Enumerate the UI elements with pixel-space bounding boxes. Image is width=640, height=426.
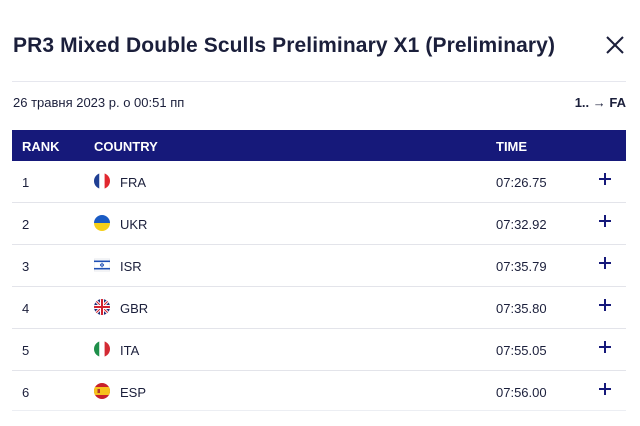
table-row[interactable]: 1 FRA 07:26.75 [12, 161, 626, 203]
time-cell: 07:55.05 [496, 343, 547, 358]
country-code: UKR [120, 217, 148, 232]
table-row[interactable]: 3 ISR 07:35.79 [12, 245, 626, 287]
results-panel: PR3 Mixed Double Sculls Preliminary X1 (… [12, 0, 626, 426]
ukraine-flag-icon [94, 215, 110, 231]
column-header-country: COUNTRY [94, 139, 158, 154]
italy-flag-icon [94, 341, 110, 357]
plus-icon[interactable] [598, 340, 612, 354]
country-code: ISR [120, 259, 142, 274]
time-cell: 07:26.75 [496, 175, 547, 190]
time-cell: 07:35.79 [496, 259, 547, 274]
rank-cell: 1 [22, 175, 30, 190]
country-code: ITA [120, 343, 140, 358]
table-row[interactable]: 2 UKR 07:32.92 [12, 203, 626, 245]
column-header-time: TIME [496, 139, 528, 154]
plus-icon[interactable] [598, 382, 612, 396]
table-header: RANK COUNTRY TIME [12, 130, 626, 161]
plus-icon[interactable] [598, 256, 612, 270]
race-date: 26 травня 2023 р. о 00:51 пп [13, 95, 185, 110]
israel-flag-icon [94, 257, 110, 273]
results-table: RANK COUNTRY TIME 1 FRA 07:26.75 2 [12, 130, 626, 412]
meta-row: 26 травня 2023 р. о 00:51 пп 1.. → FA [12, 92, 626, 114]
plus-icon[interactable] [598, 214, 612, 228]
time-cell: 07:35.80 [496, 301, 547, 316]
rank-cell: 4 [22, 301, 30, 316]
divider [12, 81, 626, 82]
spain-flag-icon [94, 383, 110, 399]
time-cell: 07:56.00 [496, 385, 547, 400]
rank-cell: 2 [22, 217, 30, 232]
plus-icon[interactable] [598, 298, 612, 312]
column-header-rank: RANK [22, 139, 60, 154]
uk-flag-icon [94, 299, 110, 315]
rank-cell: 5 [22, 343, 30, 358]
plus-icon[interactable] [598, 172, 612, 186]
country-code: FRA [120, 175, 146, 190]
title-row: PR3 Mixed Double Sculls Preliminary X1 (… [12, 30, 626, 66]
france-flag-icon [94, 173, 110, 189]
rank-cell: 6 [22, 385, 30, 400]
page-title: PR3 Mixed Double Sculls Preliminary X1 (… [13, 34, 556, 57]
progression-label: 1.. → FA [574, 95, 626, 110]
country-code: ESP [120, 385, 147, 400]
table-row[interactable]: 5 ITA 07:55.05 [12, 329, 626, 371]
bottom-divider [12, 410, 626, 411]
rank-cell: 3 [22, 259, 30, 274]
country-code: GBR [120, 301, 149, 316]
time-cell: 07:32.92 [496, 217, 547, 232]
table-row[interactable]: 6 ESP 07:56.00 [12, 371, 626, 412]
close-icon[interactable] [604, 34, 626, 56]
table-row[interactable]: 4 GBR 07:35.80 [12, 287, 626, 329]
